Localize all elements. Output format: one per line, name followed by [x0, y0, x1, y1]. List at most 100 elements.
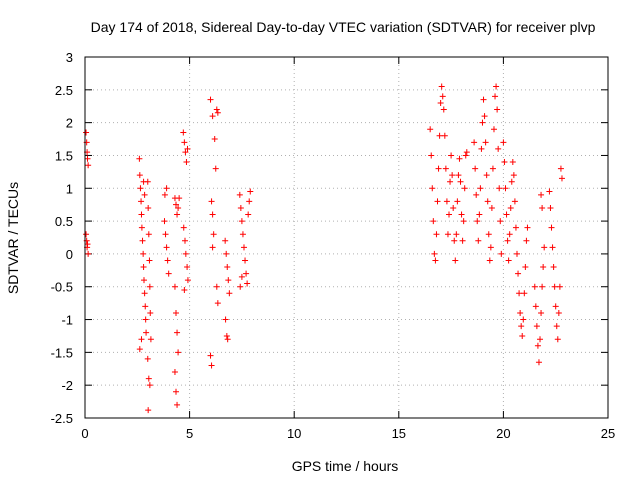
data-point [242, 257, 249, 264]
data-point [213, 106, 220, 113]
data-point [224, 264, 231, 271]
data-point [549, 244, 556, 251]
data-point [180, 129, 187, 136]
data-point [431, 250, 438, 257]
data-point [456, 155, 463, 162]
data-point [484, 198, 491, 205]
data-point [174, 211, 181, 218]
data-point [175, 204, 182, 211]
data-point [518, 323, 525, 330]
data-point [246, 198, 253, 205]
data-point [516, 290, 523, 297]
data-point [145, 407, 152, 414]
x-tick-label: 5 [186, 426, 193, 441]
data-point [500, 139, 507, 146]
data-point [439, 93, 446, 100]
data-point [541, 244, 548, 251]
data-point [450, 204, 457, 211]
data-point [461, 185, 468, 192]
y-tick-label: 2 [66, 116, 73, 131]
data-point [146, 382, 153, 389]
data-point [520, 316, 527, 323]
data-point [554, 336, 561, 343]
data-point [214, 109, 221, 116]
data-point [85, 250, 92, 257]
x-tick-label: 25 [601, 426, 615, 441]
data-point [209, 113, 216, 120]
y-tick-label: -1.5 [51, 345, 73, 360]
data-point [495, 145, 502, 152]
data-point [180, 224, 187, 231]
data-point [523, 237, 530, 244]
data-point [519, 332, 526, 339]
plot-frame [84, 56, 609, 419]
data-point [504, 237, 511, 244]
data-point [483, 172, 490, 179]
data-point [497, 218, 504, 225]
data-point [145, 231, 152, 238]
data-point [213, 283, 220, 290]
data-point [245, 211, 252, 218]
data-point [471, 139, 478, 146]
data-point [513, 250, 520, 257]
data-point [145, 375, 152, 382]
data-point [441, 132, 448, 139]
data-point [472, 165, 479, 172]
data-point [539, 204, 546, 211]
data-point [485, 231, 492, 238]
data-point [509, 159, 516, 166]
data-point [492, 93, 499, 100]
data-point [507, 204, 514, 211]
data-point [540, 264, 547, 271]
data-point [522, 264, 529, 271]
data-point [184, 264, 191, 271]
data-point [505, 257, 512, 264]
data-point [477, 185, 484, 192]
data-point [141, 191, 148, 198]
data-point [537, 336, 544, 343]
data-point [558, 175, 565, 182]
y-axis-label: SDTVAR / TECUs [5, 182, 21, 294]
data-point [223, 250, 230, 257]
data-point [501, 159, 508, 166]
data-point [207, 96, 214, 103]
data-point [476, 211, 483, 218]
data-point [182, 149, 189, 156]
data-point [455, 172, 462, 179]
data-point [463, 149, 470, 156]
data-point [183, 159, 190, 166]
data-point [548, 224, 555, 231]
data-point [176, 195, 183, 202]
data-point [209, 244, 216, 251]
data-point [243, 270, 250, 277]
data-point [446, 211, 453, 218]
y-tick-label: -2.5 [51, 411, 73, 426]
data-point [533, 323, 540, 330]
data-point [173, 201, 180, 208]
data-point [175, 349, 182, 356]
data-point [222, 237, 229, 244]
data-point [136, 172, 143, 179]
data-point [140, 250, 147, 257]
data-point [474, 218, 481, 225]
data-point [238, 273, 245, 280]
data-point [84, 155, 91, 162]
data-point [162, 231, 169, 238]
data-point [510, 172, 517, 179]
data-point [502, 185, 509, 192]
data-point [451, 237, 458, 244]
data-point [457, 178, 464, 185]
data-point [138, 211, 145, 218]
data-point [171, 283, 178, 290]
x-tick-label: 20 [496, 426, 510, 441]
data-point [493, 83, 500, 90]
data-point [481, 113, 488, 120]
data-point [482, 139, 489, 146]
data-point [553, 323, 560, 330]
data-point [173, 309, 180, 316]
y-tick-label: -1 [61, 313, 73, 328]
data-point [557, 165, 564, 172]
data-point [488, 204, 495, 211]
data-point [164, 257, 171, 264]
data-point [181, 287, 188, 294]
